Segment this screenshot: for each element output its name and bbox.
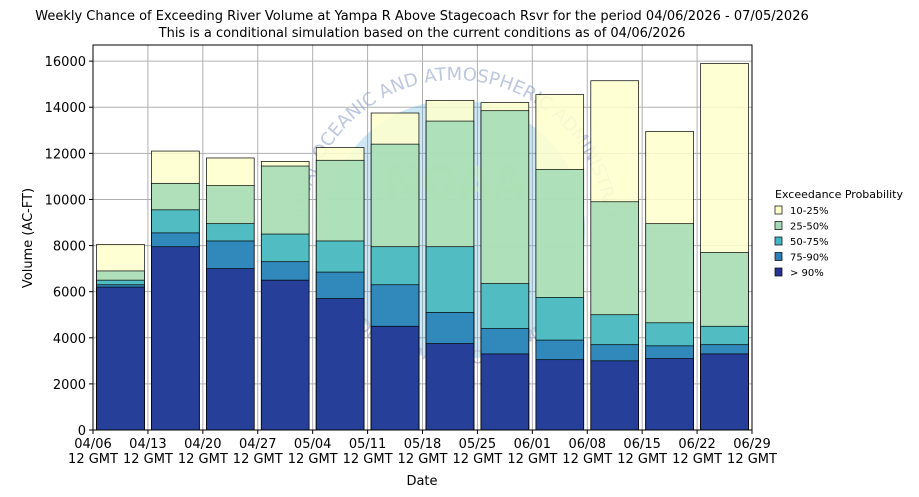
x-tick-label: 04/06 12 GMT <box>68 437 118 467</box>
bar <box>425 343 475 431</box>
y-tick-label: 16000 <box>45 55 86 70</box>
legend-swatch <box>774 236 783 246</box>
x-tick-label: 06/22 12 GMT <box>672 437 722 467</box>
y-axis-label: Volume (AC-FT) <box>21 188 36 288</box>
x-tick-label: 05/11 12 GMT <box>343 437 393 467</box>
bar <box>700 353 749 431</box>
legend-swatch <box>774 205 783 215</box>
x-tick-label: 05/18 12 GMT <box>398 437 448 467</box>
bar <box>370 325 420 431</box>
x-tick-label: 04/13 12 GMT <box>123 437 173 467</box>
plot-frame <box>92 44 753 431</box>
legend-label: > 90% <box>790 268 824 279</box>
x-tick-label: 04/27 12 GMT <box>233 437 283 467</box>
legend-swatch <box>774 221 783 230</box>
y-tick-label: 2000 <box>53 378 86 393</box>
legend-label: 75-90% <box>790 253 829 264</box>
legend-label: 25-50% <box>790 222 829 233</box>
y-tick-label: 6000 <box>53 286 86 301</box>
bar <box>151 246 200 431</box>
legend-title: Exceedance Probability <box>775 188 903 201</box>
legend-swatch <box>774 267 783 277</box>
bar <box>645 358 694 431</box>
legend-swatch <box>774 252 783 261</box>
bar <box>315 298 365 431</box>
x-tick-label: 06/08 12 GMT <box>562 437 612 467</box>
x-tick-label: 05/04 12 GMT <box>288 437 338 467</box>
legend-label: 50-75% <box>790 237 829 248</box>
y-tick-label: 4000 <box>53 332 86 347</box>
bar <box>96 286 145 431</box>
y-tick-label: 14000 <box>45 101 86 116</box>
chart-title: Weekly Chance of Exceeding River Volume … <box>35 9 809 24</box>
bar <box>480 353 530 431</box>
bar <box>206 268 255 431</box>
x-tick-label: 06/01 12 GMT <box>507 437 557 467</box>
bar <box>535 359 585 431</box>
y-tick-label: 8000 <box>53 240 86 255</box>
x-tick-label: 05/25 12 GMT <box>452 437 502 467</box>
bar <box>260 279 310 431</box>
bar <box>590 360 639 431</box>
chart-subtitle: This is a conditional simulation based o… <box>158 26 686 41</box>
legend-label: 10-25% <box>790 206 829 217</box>
x-tick-label: 04/20 12 GMT <box>178 437 228 467</box>
x-tick-label: 06/29 12 GMT <box>727 437 777 467</box>
y-tick-label: 10000 <box>45 193 86 208</box>
x-axis-label: Date <box>406 474 437 489</box>
x-tick-label: 06/15 12 GMT <box>617 437 667 467</box>
y-tick-label: 0 <box>78 424 86 439</box>
y-tick-label: 12000 <box>45 147 86 162</box>
